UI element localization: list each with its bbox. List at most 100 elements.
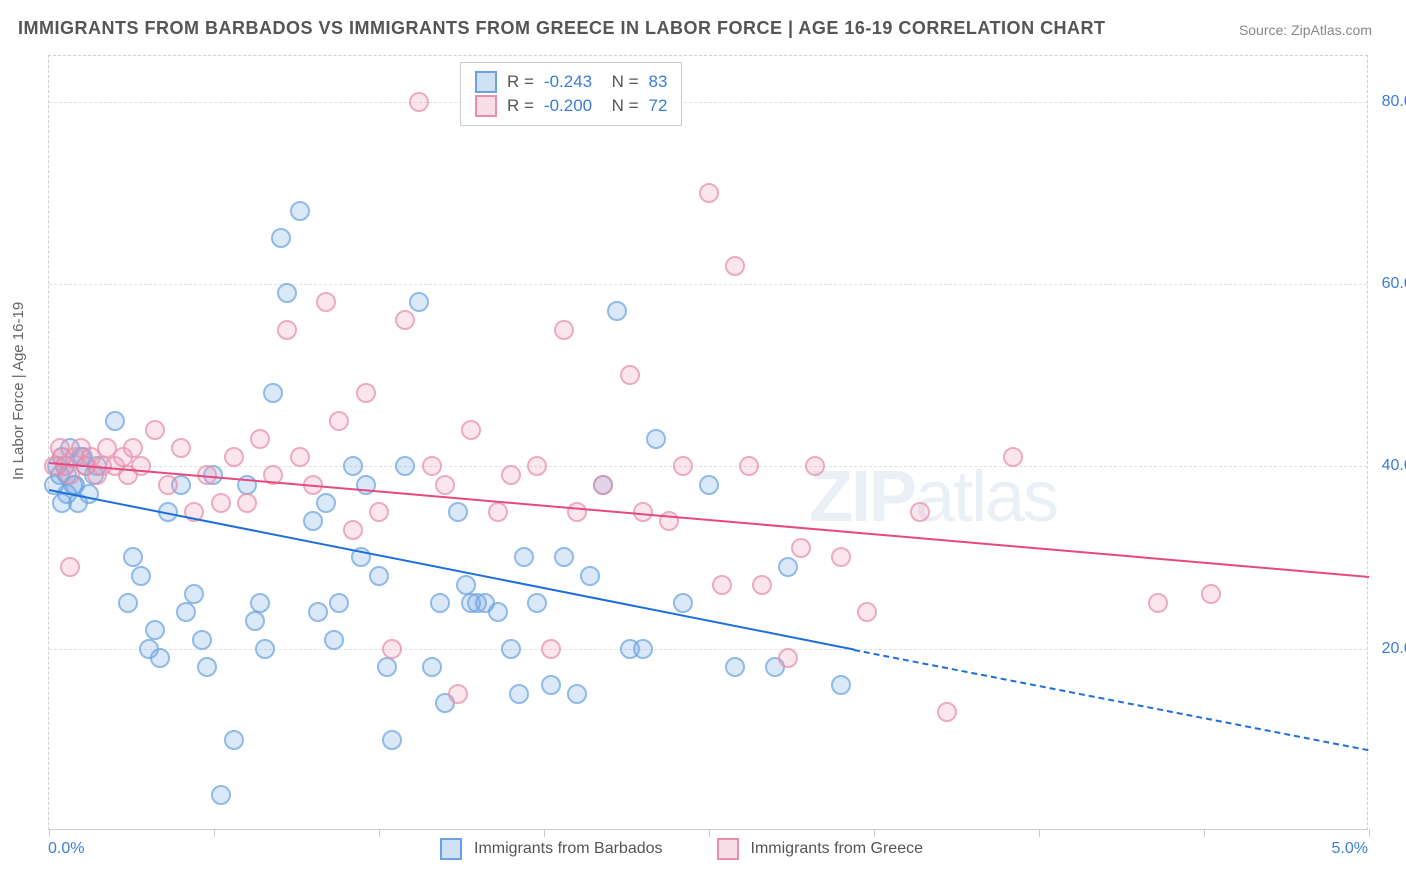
data-point bbox=[171, 438, 191, 458]
x-tick bbox=[874, 829, 875, 837]
data-point bbox=[541, 675, 561, 695]
data-point bbox=[514, 547, 534, 567]
n-value-barbados: 83 bbox=[649, 72, 668, 92]
data-point bbox=[316, 292, 336, 312]
data-point bbox=[250, 429, 270, 449]
data-point bbox=[607, 301, 627, 321]
n-label: N = bbox=[602, 96, 638, 116]
x-tick bbox=[1369, 829, 1370, 837]
data-point bbox=[699, 183, 719, 203]
data-point bbox=[857, 602, 877, 622]
data-point bbox=[1201, 584, 1221, 604]
data-point bbox=[791, 538, 811, 558]
legend-swatch-greece bbox=[717, 838, 739, 860]
data-point bbox=[673, 456, 693, 476]
data-point bbox=[488, 502, 508, 522]
data-point bbox=[937, 702, 957, 722]
data-point bbox=[343, 520, 363, 540]
legend-swatch-barbados bbox=[475, 71, 497, 93]
data-point bbox=[316, 493, 336, 513]
data-point bbox=[118, 593, 138, 613]
data-point bbox=[673, 593, 693, 613]
data-point bbox=[224, 730, 244, 750]
data-point bbox=[699, 475, 719, 495]
x-tick bbox=[379, 829, 380, 837]
data-point bbox=[509, 684, 529, 704]
data-point bbox=[831, 675, 851, 695]
data-point bbox=[224, 447, 244, 467]
plot-area: ZIPatlas 20.0%40.0%60.0%80.0% bbox=[48, 55, 1368, 830]
data-point bbox=[324, 630, 344, 650]
x-axis-min-label: 0.0% bbox=[48, 840, 84, 858]
x-tick bbox=[49, 829, 50, 837]
data-point bbox=[461, 420, 481, 440]
data-point bbox=[633, 639, 653, 659]
data-point bbox=[105, 411, 125, 431]
data-point bbox=[725, 657, 745, 677]
data-point bbox=[541, 639, 561, 659]
legend-label-greece: Immigrants from Greece bbox=[751, 840, 923, 858]
data-point bbox=[290, 201, 310, 221]
data-point bbox=[422, 657, 442, 677]
data-point bbox=[329, 411, 349, 431]
gridline bbox=[49, 102, 1367, 103]
x-tick bbox=[544, 829, 545, 837]
data-point bbox=[255, 639, 275, 659]
y-tick-label: 60.0% bbox=[1382, 275, 1406, 293]
data-point bbox=[1148, 593, 1168, 613]
x-tick bbox=[1204, 829, 1205, 837]
data-point bbox=[263, 383, 283, 403]
data-point bbox=[501, 465, 521, 485]
data-point bbox=[567, 502, 587, 522]
data-point bbox=[369, 502, 389, 522]
data-point bbox=[271, 228, 291, 248]
x-tick bbox=[709, 829, 710, 837]
data-point bbox=[290, 447, 310, 467]
data-point bbox=[277, 320, 297, 340]
data-point bbox=[501, 639, 521, 659]
data-point bbox=[1003, 447, 1023, 467]
legend-label-barbados: Immigrants from Barbados bbox=[474, 840, 663, 858]
data-point bbox=[184, 584, 204, 604]
data-point bbox=[60, 557, 80, 577]
data-point bbox=[131, 456, 151, 476]
data-point bbox=[646, 429, 666, 449]
data-point bbox=[308, 602, 328, 622]
data-point bbox=[778, 557, 798, 577]
data-point bbox=[554, 547, 574, 567]
legend-stats-row-greece: R = -0.200 N = 72 bbox=[475, 95, 667, 117]
data-point bbox=[422, 456, 442, 476]
watermark: ZIPatlas bbox=[809, 456, 1057, 538]
data-point bbox=[145, 620, 165, 640]
data-point bbox=[123, 547, 143, 567]
data-point bbox=[831, 547, 851, 567]
data-point bbox=[527, 456, 547, 476]
data-point bbox=[237, 493, 257, 513]
data-point bbox=[567, 684, 587, 704]
legend-stats-row-barbados: R = -0.243 N = 83 bbox=[475, 71, 667, 93]
data-point bbox=[277, 283, 297, 303]
data-point bbox=[395, 310, 415, 330]
data-point bbox=[554, 320, 574, 340]
data-point bbox=[910, 502, 930, 522]
data-point bbox=[739, 456, 759, 476]
data-point bbox=[712, 575, 732, 595]
data-point bbox=[448, 684, 468, 704]
data-point bbox=[197, 657, 217, 677]
data-point bbox=[805, 456, 825, 476]
y-tick-label: 80.0% bbox=[1382, 93, 1406, 111]
r-label: R = bbox=[507, 72, 534, 92]
x-axis-max-label: 5.0% bbox=[1332, 840, 1368, 858]
r-label: R = bbox=[507, 96, 534, 116]
data-point bbox=[303, 511, 323, 531]
data-point bbox=[448, 502, 468, 522]
data-point bbox=[430, 593, 450, 613]
data-point bbox=[176, 602, 196, 622]
y-tick-label: 40.0% bbox=[1382, 457, 1406, 475]
data-point bbox=[752, 575, 772, 595]
y-axis-label: In Labor Force | Age 16-19 bbox=[10, 302, 27, 480]
data-point bbox=[409, 292, 429, 312]
data-point bbox=[250, 593, 270, 613]
data-point bbox=[329, 593, 349, 613]
data-point bbox=[343, 456, 363, 476]
